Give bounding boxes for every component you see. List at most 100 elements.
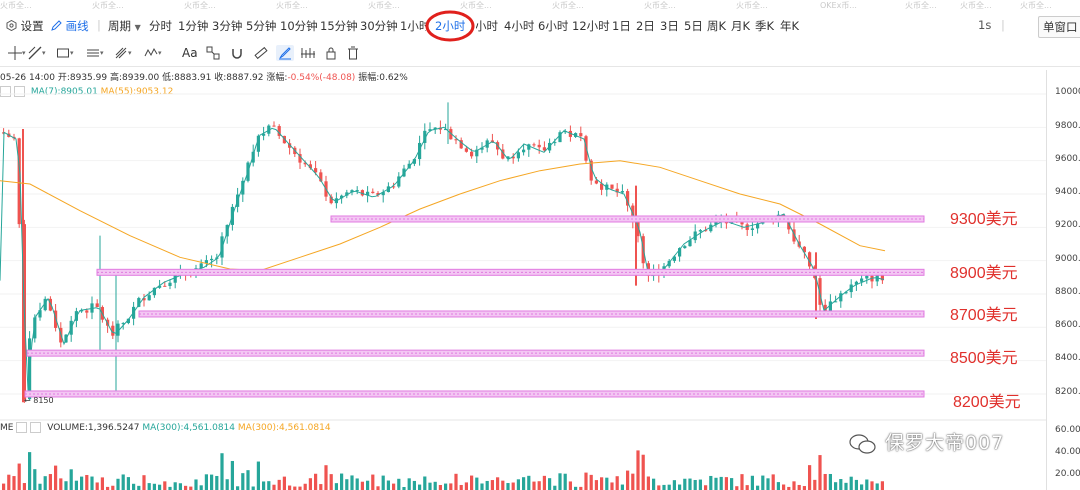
volume-bar: [719, 476, 723, 490]
gear-icon: [6, 19, 17, 32]
tab-item[interactable]: 火币全...: [92, 1, 124, 10]
volume-bar: [761, 475, 765, 490]
interval-tab[interactable]: 30分钟: [360, 19, 398, 33]
measure-tool[interactable]: [300, 45, 316, 61]
visibility-toggle[interactable]: [30, 422, 42, 433]
interval-tab[interactable]: 月K: [731, 19, 751, 33]
bars-measure-icon: [301, 48, 315, 58]
tab-item[interactable]: 火币全...: [905, 1, 937, 10]
interval-tab[interactable]: 1小时: [400, 19, 426, 33]
interval-tab[interactable]: 周K: [707, 19, 727, 33]
wave-tool[interactable]: ▾: [144, 45, 162, 61]
interval-tab[interactable]: 6小时: [538, 19, 569, 33]
candle-body: [85, 310, 89, 313]
volume-bar: [210, 474, 214, 490]
volume-bar: [246, 470, 250, 490]
interval-tab[interactable]: 3日: [660, 19, 679, 33]
candle-body: [667, 260, 671, 267]
tab-item[interactable]: 火币全...: [736, 1, 768, 10]
interval-tab[interactable]: 5分钟: [246, 19, 277, 33]
tab-item[interactable]: 火币全...: [1020, 1, 1052, 10]
volume-bar: [516, 479, 520, 490]
candle-body: [17, 138, 21, 225]
tab-item[interactable]: 火币全...: [184, 1, 216, 10]
horizontal-line-tool[interactable]: ▾: [86, 45, 104, 61]
volume-bar: [43, 476, 47, 490]
candle-body: [532, 144, 536, 146]
interval-tab[interactable]: 2日: [636, 19, 655, 33]
tab-item[interactable]: 火币全...: [644, 1, 676, 10]
ruler-tool[interactable]: [254, 45, 268, 61]
volume-tick: 20.00: [1055, 469, 1080, 479]
tab-item[interactable]: 火币全...: [460, 1, 492, 10]
volume-bar: [371, 474, 375, 490]
candle-body: [485, 140, 489, 148]
tab-item[interactable]: 火币全...: [0, 1, 32, 10]
candle-body: [745, 224, 749, 230]
settings-toggle[interactable]: [0, 86, 11, 97]
tab-item[interactable]: 火币全...: [552, 1, 584, 10]
text-tool[interactable]: Aa: [182, 46, 198, 60]
tab-item[interactable]: 火币全...: [368, 1, 400, 10]
volume-bar: [152, 483, 156, 490]
volume-bar: [594, 480, 598, 490]
volume-bar: [418, 484, 422, 490]
candle-body: [168, 282, 172, 286]
lock-tool[interactable]: [324, 45, 338, 61]
draw-button[interactable]: 画线: [51, 18, 89, 34]
trendline-tool[interactable]: ▾: [28, 45, 46, 61]
interval-tab[interactable]: 10分钟: [280, 19, 318, 33]
interval-tab[interactable]: 4小时: [504, 19, 535, 33]
candle-body: [818, 278, 822, 305]
settings-toggle[interactable]: [16, 422, 28, 433]
volume-bar: [106, 486, 110, 490]
speed-selector[interactable]: 1s: [978, 18, 992, 32]
interval-tab[interactable]: 5日: [684, 19, 703, 33]
interval-tab[interactable]: 分时: [149, 19, 172, 33]
candle-body: [558, 132, 562, 143]
pattern-tool[interactable]: [206, 45, 220, 61]
settings-button[interactable]: 设置: [6, 18, 44, 34]
interval-tab[interactable]: 1小时: [476, 19, 498, 33]
volume-bar: [818, 455, 822, 490]
volume-bar: [360, 481, 364, 490]
interval-tab[interactable]: 12小时: [572, 19, 610, 33]
interval-tab[interactable]: 1日: [612, 19, 631, 33]
price-axis[interactable]: 10000.00 9800.00 9600.00 9400.00 9200.00…: [1046, 70, 1080, 490]
interval-tab[interactable]: 1分钟: [178, 19, 209, 33]
level-label-8900: 8900美元: [950, 265, 1018, 282]
interval-tab[interactable]: 季K: [755, 19, 775, 33]
crosshair-tool[interactable]: ▾: [8, 45, 26, 61]
volume-bar: [121, 474, 125, 490]
rectangle-tool[interactable]: ▾: [56, 45, 74, 61]
candle-body: [860, 278, 864, 282]
volume-bar: [771, 474, 775, 490]
delete-tool[interactable]: [346, 45, 360, 61]
candle-body: [542, 147, 546, 151]
tab-item[interactable]: OKEx币...: [820, 1, 857, 10]
interval-tab[interactable]: 年K: [780, 19, 800, 33]
tab-item[interactable]: 火币全...: [960, 1, 992, 10]
price-tick: 8400.00: [1055, 353, 1080, 363]
pitchfork-icon: [115, 47, 127, 59]
volume-bar: [194, 479, 198, 490]
tab-item[interactable]: 火币全...: [276, 1, 308, 10]
brush-tool[interactable]: [276, 45, 294, 61]
volume-bar: [345, 479, 349, 490]
interval-tab[interactable]: 3分钟: [212, 19, 243, 33]
candle-body: [116, 323, 120, 336]
interval-tab-active[interactable]: 2小时: [435, 19, 466, 33]
volume-bar: [407, 478, 411, 490]
period-dropdown[interactable]: 周期 ▼: [108, 18, 141, 34]
fork-tool[interactable]: ▾: [114, 45, 132, 61]
interval-tab[interactable]: 15分钟: [320, 19, 358, 33]
candlestick-chart[interactable]: [0, 70, 1046, 490]
volume-value: VOLUME:1,396.5247: [47, 423, 140, 433]
volume-bar: [787, 486, 791, 490]
visibility-toggle[interactable]: [14, 86, 25, 97]
magnet-tool[interactable]: [230, 45, 244, 61]
interval-toolbar: 设置 画线 | 周期 ▼ 分时 1分钟 3分钟 5分钟 10分钟 15分钟 30…: [0, 12, 1080, 38]
candle-body: [48, 298, 52, 311]
ma55-value: MA(55):9053.12: [100, 87, 174, 97]
single-window-button[interactable]: 单窗口: [1038, 16, 1080, 38]
